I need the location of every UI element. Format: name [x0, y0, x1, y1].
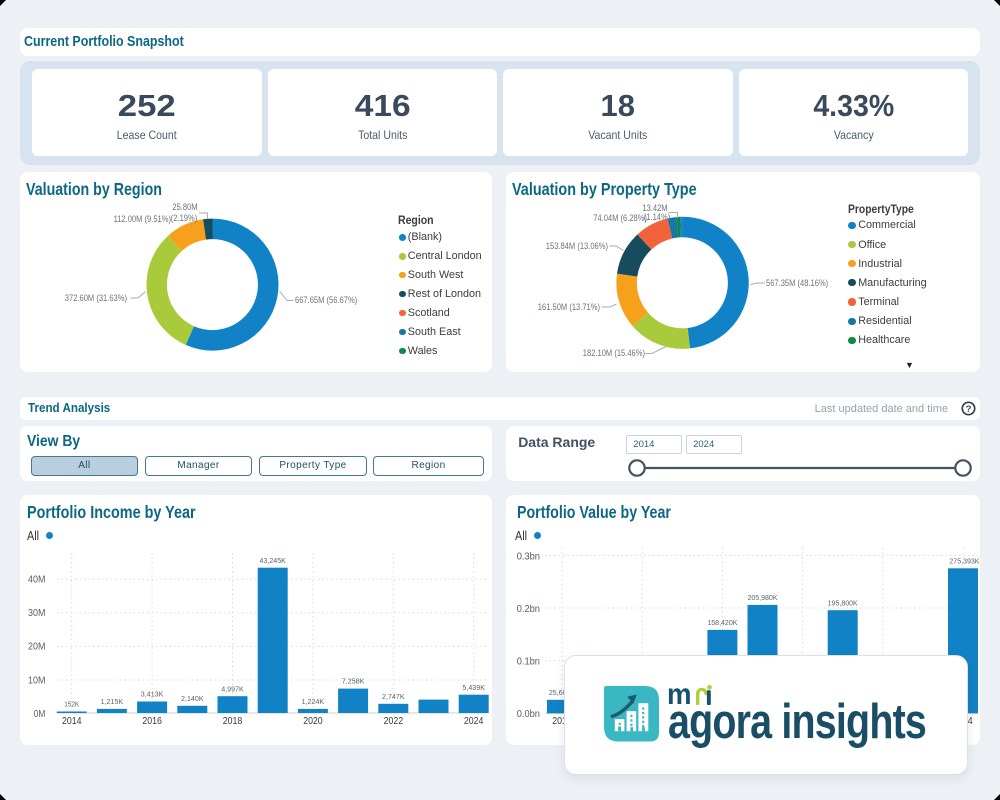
svg-text:0.0bn: 0.0bn: [517, 709, 540, 720]
svg-text:0.2bn: 0.2bn: [517, 604, 540, 615]
svg-text:10M: 10M: [28, 675, 45, 686]
svg-text:2,747K: 2,747K: [382, 692, 405, 701]
svg-text:2018: 2018: [223, 716, 243, 727]
svg-text:2014: 2014: [62, 716, 82, 727]
svg-text:4,997K: 4,997K: [221, 684, 244, 693]
svg-text:0.1bn: 0.1bn: [517, 657, 540, 668]
svg-text:275,393K: 275,393K: [949, 556, 979, 565]
svg-text:3,413K: 3,413K: [141, 690, 164, 699]
svg-text:195,800K: 195,800K: [828, 598, 858, 607]
svg-text:43,245K: 43,245K: [260, 556, 286, 565]
svg-text:40M: 40M: [28, 575, 45, 586]
svg-text:0M: 0M: [34, 709, 46, 720]
svg-text:7,258K: 7,258K: [342, 677, 365, 686]
svg-text:2020: 2020: [303, 716, 323, 727]
svg-text:2016: 2016: [142, 716, 162, 727]
svg-text:5,439K: 5,439K: [462, 683, 485, 692]
svg-text:152K: 152K: [64, 700, 79, 709]
svg-text:30M: 30M: [28, 608, 45, 619]
svg-text:158,420K: 158,420K: [707, 618, 737, 627]
svg-text:25,600K: 25,600K: [549, 688, 575, 697]
svg-text:1,224K: 1,224K: [302, 697, 325, 706]
svg-text:2022: 2022: [384, 716, 404, 727]
svg-text:2,140K: 2,140K: [181, 694, 204, 703]
svg-text:2024: 2024: [464, 716, 484, 727]
svg-text:20M: 20M: [28, 642, 45, 653]
svg-text:1,215K: 1,215K: [101, 697, 124, 706]
svg-text:205,980K: 205,980K: [747, 593, 777, 602]
svg-text:?: ?: [965, 404, 971, 415]
svg-text:0.3bn: 0.3bn: [517, 551, 540, 562]
svg-text:2014: 2014: [552, 716, 572, 727]
